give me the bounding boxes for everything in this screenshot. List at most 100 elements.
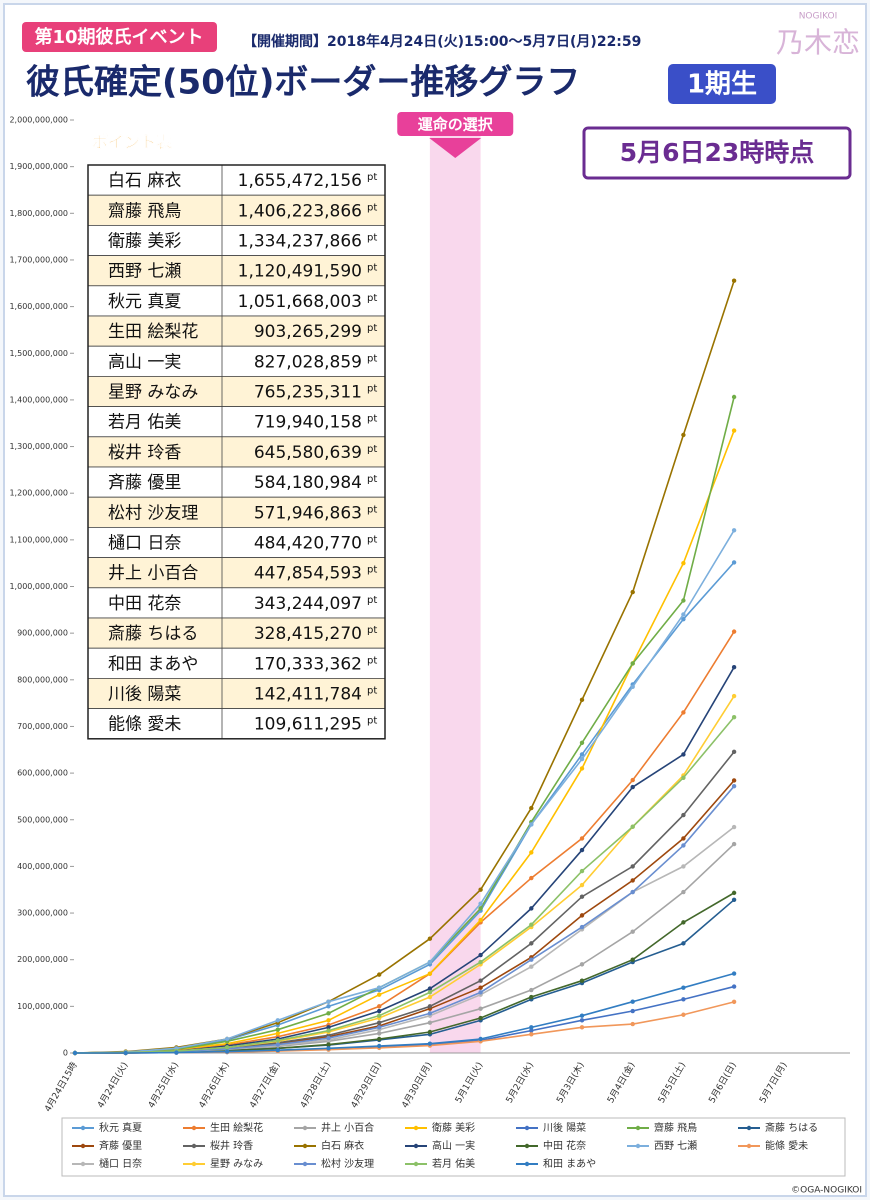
series-point — [377, 1013, 382, 1018]
series-point — [681, 710, 686, 715]
series-point — [529, 822, 534, 827]
legend-marker — [191, 1161, 197, 1167]
series-point — [731, 629, 737, 634]
series-point — [681, 985, 686, 990]
series-point — [630, 929, 635, 934]
table-row — [87, 587, 386, 619]
series-point — [326, 1046, 331, 1051]
series-point — [275, 1038, 280, 1043]
series-point — [681, 612, 686, 617]
series-point — [427, 990, 433, 995]
series-point — [427, 986, 433, 991]
series-point — [529, 994, 534, 1000]
series-point — [377, 972, 382, 977]
series-point — [224, 1045, 230, 1050]
table-name: 西野 七瀬 — [108, 262, 181, 282]
legend-marker — [302, 1125, 308, 1131]
y-tick-label: 900,000,000 — [17, 629, 68, 638]
y-tick-label: 1,000,000,000 — [9, 582, 68, 591]
table-row — [87, 617, 386, 649]
table-unit: pt — [367, 504, 377, 515]
table-unit: pt — [367, 535, 377, 546]
series-line — [75, 972, 735, 1054]
legend-label: 高山 一実 — [432, 1139, 475, 1152]
series-point — [579, 756, 585, 762]
logo-en: NOGIKOI — [799, 12, 838, 22]
series-point — [579, 1013, 585, 1018]
y-tick-label: 1,500,000,000 — [9, 349, 68, 358]
series-point — [731, 560, 737, 565]
table-unit: pt — [367, 444, 377, 455]
y-tick-label: 700,000,000 — [17, 722, 68, 731]
legend-marker — [524, 1143, 530, 1149]
series-point — [529, 922, 534, 927]
table-name: 樋口 日奈 — [108, 534, 181, 554]
series-point — [529, 987, 534, 993]
series-point — [681, 598, 686, 603]
table-unit: pt — [367, 293, 377, 304]
series-point — [529, 805, 534, 811]
series-point — [478, 990, 483, 995]
table-name: 齋藤 飛鳥 — [108, 201, 181, 221]
series-point — [377, 1008, 382, 1014]
series-point — [529, 1028, 534, 1033]
table-unit: pt — [367, 474, 377, 485]
legend-marker — [80, 1143, 86, 1149]
table-value: 827,028,859 — [254, 352, 362, 372]
series-point — [731, 394, 737, 400]
series-point — [731, 693, 737, 699]
table-unit: pt — [367, 233, 377, 244]
series-point — [478, 1015, 483, 1021]
table-name: 松村 沙友理 — [108, 503, 198, 523]
series-point — [681, 616, 686, 622]
table-unit: pt — [367, 202, 377, 213]
series-point — [529, 957, 534, 962]
y-tick-label: 800,000,000 — [17, 675, 68, 684]
series-point — [630, 684, 635, 689]
series-point — [579, 882, 585, 888]
legend-marker — [302, 1161, 308, 1167]
series-point — [377, 1036, 382, 1042]
series-point — [579, 740, 585, 745]
table-name: 高山 一実 — [108, 352, 181, 372]
badge: 1期生 — [687, 70, 757, 100]
table-name: 斉藤 優里 — [108, 473, 181, 493]
table-unit: pt — [367, 263, 377, 274]
y-tick-label: 1,700,000,000 — [9, 255, 68, 264]
series-point — [579, 836, 585, 841]
y-tick-label: 600,000,000 — [17, 769, 68, 778]
series-point — [275, 1042, 280, 1047]
copyright: ©OGA-NOGIKOI — [791, 1186, 862, 1196]
series-point — [529, 1025, 534, 1030]
series-point — [630, 661, 635, 666]
series-point — [478, 959, 483, 965]
series-point — [579, 1018, 585, 1023]
series-point — [731, 971, 737, 976]
series-point — [579, 1025, 585, 1030]
series-point — [630, 999, 635, 1004]
series-point — [630, 1008, 635, 1014]
series-point — [174, 1050, 179, 1055]
legend-label: 松村 沙友理 — [321, 1157, 374, 1170]
series-point — [579, 752, 585, 757]
legend-marker — [746, 1143, 752, 1149]
legend-label: 白石 麻衣 — [321, 1139, 364, 1152]
series-point — [731, 890, 737, 896]
series-line — [74, 716, 735, 1054]
table-value: 170,333,362 — [254, 654, 362, 674]
table-name: 若月 佑美 — [108, 413, 181, 433]
series-point — [529, 906, 534, 911]
series-point — [275, 1018, 280, 1023]
highlight-label: 運命の選択 — [418, 116, 494, 134]
series-point — [681, 752, 686, 757]
legend-label: 斎藤 ちはる — [765, 1121, 818, 1134]
event-title: 第10期彼氏イベント — [34, 26, 203, 48]
table-name: 川後 陽菜 — [108, 685, 181, 705]
highlight-arrow — [429, 138, 482, 158]
series-line — [74, 529, 735, 1054]
legend-label: 桜井 玲香 — [210, 1139, 253, 1152]
series-point — [681, 997, 686, 1002]
y-tick-label: 1,800,000,000 — [9, 209, 68, 218]
series-point — [731, 824, 737, 830]
